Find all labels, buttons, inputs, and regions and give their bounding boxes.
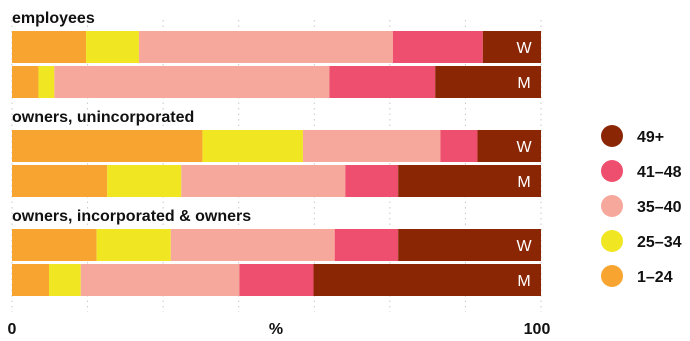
bar-segment	[107, 165, 182, 197]
x-tick-label-max: 100	[524, 321, 551, 338]
group-title: owners, incorporated & owners	[12, 208, 251, 225]
bar-segment	[12, 31, 87, 63]
legend-label: 25–34	[637, 234, 682, 251]
bar-segment	[12, 264, 50, 296]
legend: 49+ 41–48 35–40 25–34 1–24	[601, 125, 682, 287]
legend-label: 1–24	[637, 269, 673, 286]
legend-item: 41–48	[601, 160, 682, 182]
x-axis-label: %	[269, 321, 283, 338]
row-label: W	[516, 40, 532, 57]
bar-segment	[392, 31, 483, 63]
bar-segment	[54, 66, 330, 98]
bar-segment	[477, 130, 541, 162]
bar-row: M	[12, 264, 541, 296]
bar-segment	[12, 229, 97, 261]
bar-segment	[345, 165, 399, 197]
x-tick-label-min: 0	[8, 321, 17, 338]
legend-item: 35–40	[601, 195, 682, 217]
group-title: employees	[12, 10, 95, 27]
row-label: M	[517, 75, 530, 92]
legend-swatch	[601, 125, 623, 147]
legend-label: 35–40	[637, 199, 682, 216]
bar-segment	[398, 229, 541, 261]
bar-group: owners, incorporated & owners W M	[12, 208, 541, 296]
bar-segment	[12, 130, 203, 162]
row-label: M	[517, 174, 530, 191]
bar-segment	[12, 66, 39, 98]
legend-swatch	[601, 160, 623, 182]
legend-item: 1–24	[601, 265, 673, 287]
bar-segment	[202, 130, 303, 162]
legend-item: 49+	[601, 125, 664, 147]
row-label: W	[516, 139, 532, 156]
bar-group: employees W M	[12, 10, 541, 98]
bar-segment	[334, 229, 399, 261]
bar-segment	[80, 264, 240, 296]
bar-segment	[239, 264, 314, 296]
bar-segment	[49, 264, 81, 296]
legend-swatch	[601, 195, 623, 217]
bar-segment	[86, 31, 139, 63]
legend-label: 41–48	[637, 164, 682, 181]
bar-segment	[181, 165, 346, 197]
bar-segment	[38, 66, 55, 98]
bar-row: W	[12, 229, 541, 261]
legend-label: 49+	[637, 129, 664, 146]
bar-row: M	[12, 66, 541, 98]
bar-segment	[482, 31, 541, 63]
legend-item: 25–34	[601, 230, 682, 252]
x-axis: 0 % 100	[8, 321, 551, 338]
bar-row: W	[12, 130, 541, 162]
legend-swatch	[601, 265, 623, 287]
bar-segment	[12, 165, 108, 197]
bar-row: M	[12, 165, 541, 197]
group-title: owners, unincorporated	[12, 109, 194, 126]
bar-segment	[329, 66, 436, 98]
bar-group: owners, unincorporated W M	[12, 109, 541, 197]
legend-swatch	[601, 230, 623, 252]
bar-segment	[313, 264, 541, 296]
bar-segment	[96, 229, 171, 261]
bar-segment	[398, 165, 541, 197]
bar-segment	[170, 229, 335, 261]
bar-segment	[435, 66, 541, 98]
bar-segment	[302, 130, 441, 162]
bar-row: W	[12, 31, 541, 63]
grid-lines	[11, 20, 542, 312]
bar-segment	[138, 31, 393, 63]
bar-segment	[440, 130, 478, 162]
row-label: M	[517, 273, 530, 290]
row-label: W	[516, 238, 532, 255]
